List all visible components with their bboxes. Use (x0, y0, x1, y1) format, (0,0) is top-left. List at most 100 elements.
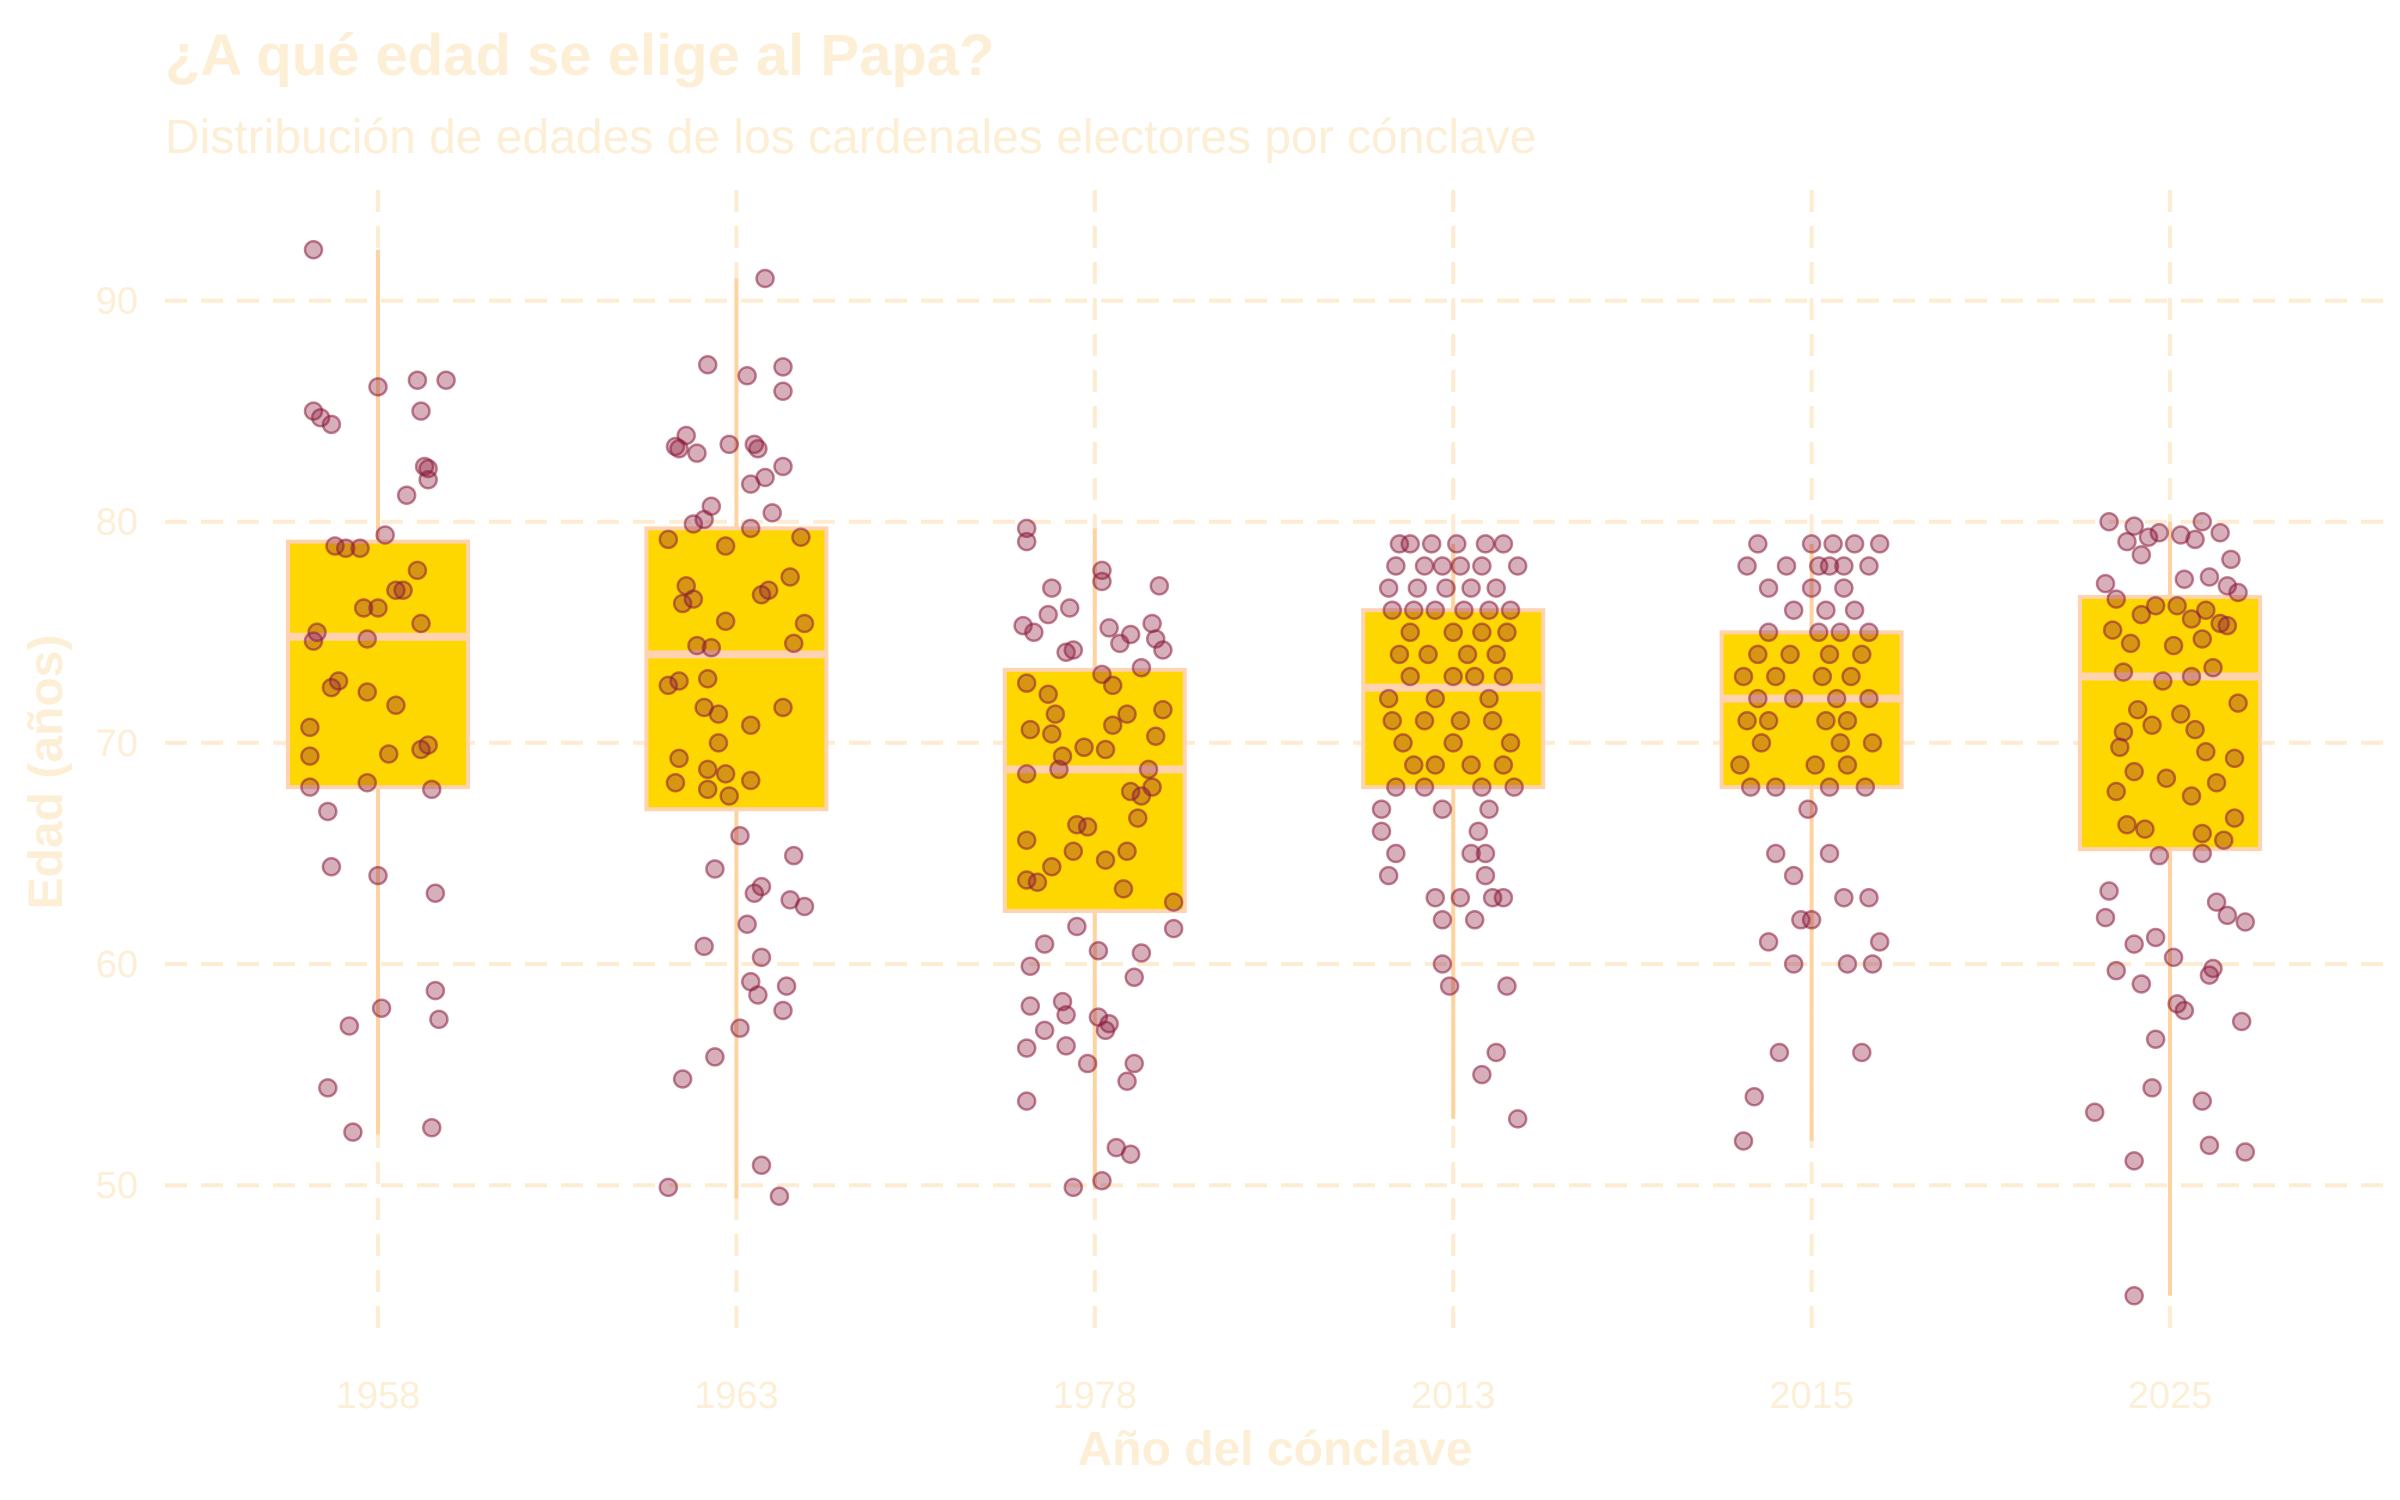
data-point (1461, 843, 1481, 864)
data-point (1386, 777, 1406, 797)
data-point (1400, 534, 1420, 554)
data-point (1407, 578, 1428, 598)
data-point (1016, 531, 1037, 552)
data-point (328, 671, 349, 691)
data-point (1117, 1071, 1137, 1091)
data-point (1016, 673, 1037, 693)
data-point (2196, 741, 2216, 762)
data-point (2117, 531, 2137, 552)
data-point (1776, 556, 1797, 576)
data-point (755, 268, 775, 289)
data-point (715, 536, 736, 556)
data-point (2106, 589, 2126, 609)
data-point (715, 611, 736, 631)
data-point (425, 883, 446, 904)
data-point (2181, 609, 2202, 629)
data-point (1744, 1086, 1765, 1107)
data-point (1034, 1020, 1055, 1041)
data-point (2142, 1078, 2162, 1098)
data-point (1472, 777, 1492, 797)
data-point (1766, 843, 1786, 864)
data-point (368, 598, 388, 618)
data-point (2185, 719, 2205, 740)
data-point (2224, 748, 2245, 769)
box-1963 (644, 526, 829, 812)
data-point (422, 779, 442, 800)
data-point (1500, 600, 1521, 620)
x-tick-label: 1978 (1053, 1375, 1138, 1417)
data-point (1852, 644, 1872, 665)
data-point (300, 746, 320, 766)
data-point (2228, 693, 2248, 713)
data-point (2131, 545, 2152, 565)
data-point (379, 744, 399, 764)
data-point (2124, 761, 2144, 782)
data-point (375, 525, 395, 545)
data-point (303, 239, 324, 260)
data-point (669, 748, 689, 769)
data-point (1131, 786, 1152, 806)
data-point (2110, 737, 2130, 758)
data-point (1766, 666, 1786, 687)
data-point (1859, 556, 1879, 576)
boxes-layer (286, 249, 2262, 1296)
data-point (1801, 578, 1822, 598)
x-tick-label: 1958 (336, 1375, 421, 1417)
data-point (1432, 954, 1453, 974)
data-point (2124, 934, 2144, 954)
data-point (1783, 954, 1804, 974)
data-point (2210, 523, 2230, 543)
data-point (335, 538, 356, 559)
data-point (1120, 781, 1141, 802)
data-point (2163, 635, 2184, 656)
data-point (1737, 556, 1757, 576)
data-point (1852, 1042, 1872, 1063)
data-point (1751, 733, 1772, 753)
data-point (1020, 956, 1041, 976)
data-point (1393, 733, 1413, 753)
data-point (1113, 879, 1134, 899)
data-point (1042, 578, 1062, 598)
data-point (1748, 534, 1768, 554)
data-point (694, 936, 714, 957)
data-point (1042, 856, 1062, 877)
data-point (2149, 523, 2169, 543)
data-point (697, 354, 718, 375)
data-point (2181, 786, 2202, 806)
data-point (2120, 633, 2141, 654)
data-point (2235, 1142, 2256, 1162)
data-point (353, 598, 374, 618)
data-point (708, 704, 729, 724)
data-point (1783, 600, 1804, 620)
data-point (687, 635, 707, 656)
data-point (751, 876, 772, 897)
data-point (1780, 644, 1800, 665)
data-point (386, 580, 406, 601)
data-point (1038, 604, 1058, 625)
data-point (1016, 830, 1037, 850)
data-point (1740, 777, 1761, 797)
data-point (1479, 799, 1499, 819)
data-point (2199, 567, 2220, 587)
x-tick-label: 1963 (694, 1375, 779, 1417)
data-point (1163, 892, 1184, 912)
data-point (715, 764, 736, 784)
data-point (2127, 699, 2148, 720)
data-point (773, 697, 793, 718)
data-point (1425, 755, 1446, 775)
data-point (1493, 534, 1514, 554)
data-point (1464, 910, 1485, 930)
data-point (418, 735, 438, 755)
data-point (676, 425, 696, 446)
data-point (1092, 1171, 1112, 1191)
data-point (1497, 976, 1517, 996)
data-point (1128, 808, 1148, 828)
data-point (683, 514, 704, 534)
data-point (1095, 1020, 1116, 1041)
data-point (321, 856, 342, 877)
data-point (740, 474, 761, 494)
data-point (436, 370, 456, 390)
data-point (2145, 596, 2166, 616)
data-point (1099, 618, 1119, 638)
data-point (1450, 711, 1471, 731)
